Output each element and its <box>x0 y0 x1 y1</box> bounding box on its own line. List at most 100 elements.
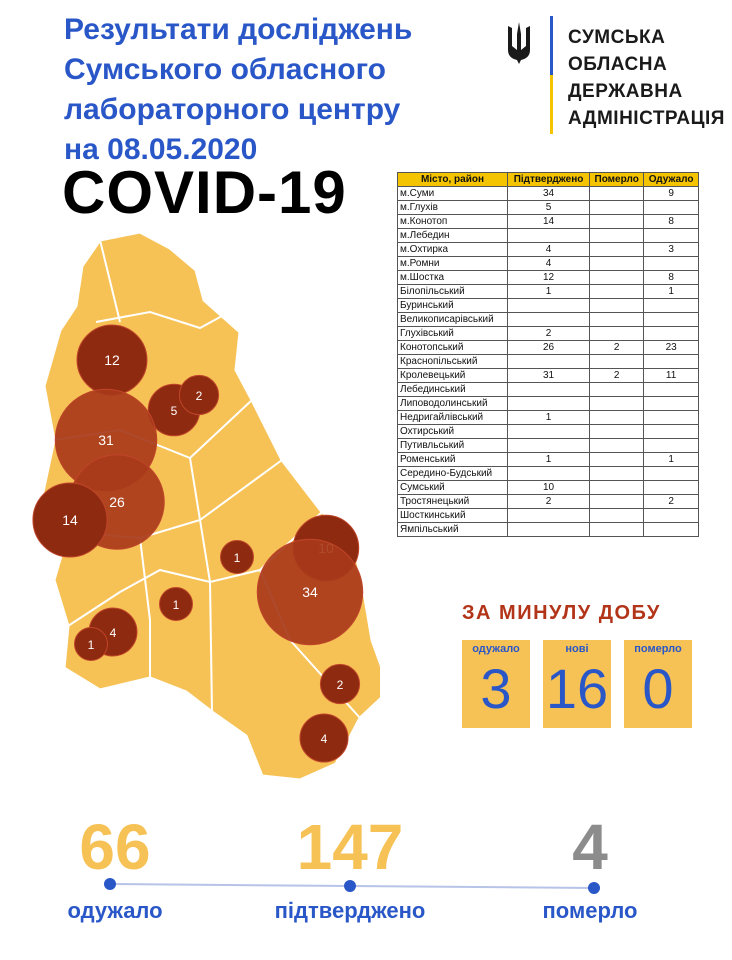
recovered-cell <box>643 326 699 341</box>
recovered-cell <box>643 438 699 453</box>
header-recovered: Одужало <box>643 172 699 187</box>
table-row: Глухівський 2 <box>397 326 699 341</box>
recovered-cell: 1 <box>643 452 699 467</box>
district-name: Сумський <box>397 480 508 495</box>
recovered-cell: 8 <box>643 214 699 229</box>
administration-name: СУМСЬКА ОБЛАСНА ДЕРЖАВНА АДМІНІСТРАЦІЯ <box>568 24 725 132</box>
daily-deceased-box: померло 0 <box>624 640 692 728</box>
title-date-line: на 08.05.2020 <box>64 130 464 170</box>
total-confirmed-label: підтверджено <box>274 898 426 923</box>
confirmed-cell <box>506 522 591 537</box>
deceased-cell <box>589 410 645 425</box>
total-recovered-label: одужало <box>67 898 163 923</box>
deceased-cell <box>589 466 645 481</box>
header-district: Місто, район <box>397 172 508 187</box>
region-map: 12523126141103414124 <box>32 230 380 782</box>
confirmed-cell: 5 <box>506 200 591 215</box>
bubble-9 <box>159 587 193 621</box>
confirmed-cell: 14 <box>506 214 591 229</box>
table-row: Середино-Будський <box>397 466 699 481</box>
confirmed-cell: 10 <box>506 480 591 495</box>
district-name: Буринський <box>397 298 508 313</box>
deceased-cell <box>589 228 645 243</box>
confirmed-cell: 1 <box>506 452 591 467</box>
district-name: Тростянецький <box>397 494 508 509</box>
district-name: Лебединський <box>397 382 508 397</box>
trident-icon <box>508 22 530 64</box>
daily-recovered-value: 3 <box>480 657 512 720</box>
district-name: м.Глухів <box>397 200 508 215</box>
table-row: Охтирський <box>397 424 699 439</box>
bubble-label-3: 31 <box>98 432 114 448</box>
recovered-cell: 2 <box>643 494 699 509</box>
recovered-cell: 11 <box>643 368 699 383</box>
title-line-3: лабораторного центру <box>64 93 401 126</box>
table-row: Липоводолинський <box>397 396 699 411</box>
table-row: Конотопський 26 2 23 <box>397 340 699 355</box>
deceased-cell: 2 <box>589 340 645 355</box>
daily-new-label: нові <box>565 643 589 655</box>
district-name: Охтирський <box>397 424 508 439</box>
bubble-12 <box>319 663 361 705</box>
deceased-cell <box>589 298 645 313</box>
confirmed-cell: 4 <box>506 242 591 257</box>
bubble-2 <box>178 374 220 416</box>
header-confirmed: Підтверджено <box>506 172 591 187</box>
deceased-cell <box>589 326 645 341</box>
deceased-cell <box>589 396 645 411</box>
confirmed-cell: 1 <box>506 284 591 299</box>
bubble-label-9: 1 <box>173 598 180 612</box>
daily-recovered-box: одужало 3 <box>462 640 530 728</box>
confirmed-cell: 31 <box>506 368 591 383</box>
deceased-cell <box>589 382 645 397</box>
table-row: Тростянецький 2 2 <box>397 494 699 509</box>
bubble-label-2: 2 <box>196 389 203 403</box>
total-confirmed-value: 147 <box>296 811 404 883</box>
deceased-cell <box>589 354 645 369</box>
table-row: м.Глухів 5 <box>397 200 699 215</box>
deceased-cell <box>589 522 645 537</box>
bubble-layer: 12523126141103414124 <box>32 324 364 763</box>
daily-deceased-value: 0 <box>642 657 674 720</box>
recovered-cell <box>643 312 699 327</box>
confirmed-cell <box>506 354 591 369</box>
district-name: Конотопський <box>397 340 508 355</box>
recovered-cell <box>643 424 699 439</box>
district-name: Великописарівський <box>397 312 508 327</box>
bubble-label-4: 26 <box>109 494 125 510</box>
admin-line-1: СУМСЬКА <box>568 27 666 48</box>
deceased-cell <box>589 270 645 285</box>
recovered-cell: 8 <box>643 270 699 285</box>
deceased-cell <box>589 494 645 509</box>
recovered-cell <box>643 480 699 495</box>
deceased-cell <box>589 480 645 495</box>
bubble-6 <box>220 540 254 574</box>
table-row: Недригайлівський 1 <box>397 410 699 425</box>
recovered-cell <box>643 410 699 425</box>
bubble-label-12: 2 <box>337 678 344 692</box>
district-name: м.Суми <box>397 186 508 201</box>
district-name: Ямпільський <box>397 522 508 537</box>
bubble-label-8: 34 <box>302 584 318 600</box>
confirmed-cell <box>506 228 591 243</box>
table-row: Путивльський <box>397 438 699 453</box>
daily-recovered-label: одужало <box>472 643 520 655</box>
district-name: Путивльський <box>397 438 508 453</box>
deceased-cell <box>589 424 645 439</box>
bubble-13 <box>299 713 349 763</box>
daily-new-box: нові 16 <box>543 640 611 728</box>
confirmed-cell: 12 <box>506 270 591 285</box>
recovered-cell <box>643 382 699 397</box>
recovered-cell: 1 <box>643 284 699 299</box>
district-name: м.Шостка <box>397 270 508 285</box>
bubble-label-13: 4 <box>321 732 328 746</box>
table-row: Лебединський <box>397 382 699 397</box>
recovered-cell <box>643 298 699 313</box>
daily-deceased-label: померло <box>634 643 682 655</box>
district-name: Недригайлівський <box>397 410 508 425</box>
recovered-cell <box>643 396 699 411</box>
totals-timeline <box>104 878 600 894</box>
recovered-cell <box>643 256 699 271</box>
bubble-label-0: 12 <box>104 352 120 368</box>
district-name: Краснопільський <box>397 354 508 369</box>
